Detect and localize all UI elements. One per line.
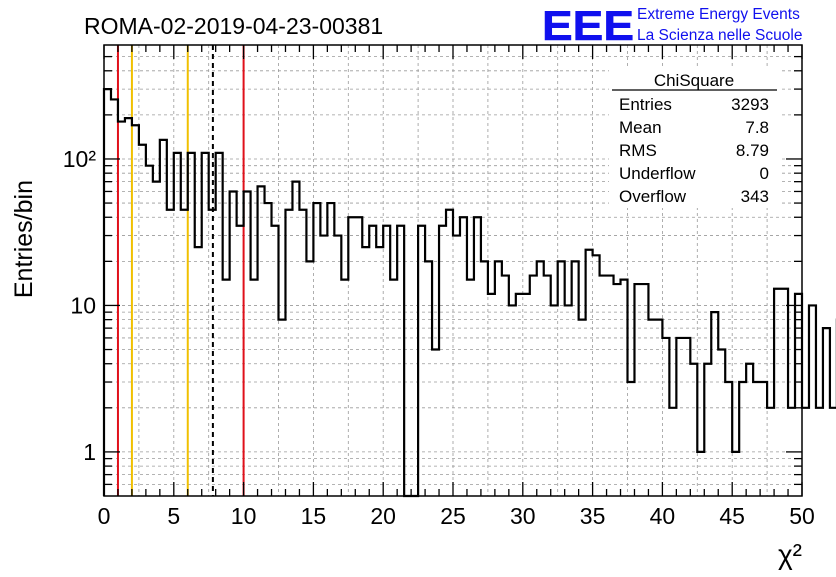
stats-label: Underflow <box>619 164 696 183</box>
stats-box: ChiSquare Entries 3293 Mean 7.8 RMS 8.79 Under… <box>609 68 779 208</box>
y-tick-label: 10² <box>63 146 97 172</box>
y-axis-label: Entries/bin <box>10 180 38 298</box>
x-tick-label: 45 <box>719 503 745 529</box>
eee-logo: EEE Extreme Energy Events La Scienza nel… <box>542 2 803 50</box>
x-tick-label: 35 <box>580 503 606 529</box>
x-tick-label: 25 <box>440 503 466 529</box>
x-tick-label: 50 <box>789 503 815 529</box>
tick-labels: 0 5 10 15 20 25 30 35 40 45 50 1 10 10² <box>63 146 815 529</box>
y-tick-label: 10 <box>70 292 96 318</box>
stats-label: Overflow <box>619 187 687 206</box>
x-tick-label: 40 <box>650 503 676 529</box>
x-tick-label: 0 <box>98 503 111 529</box>
eee-logo-mark: EEE <box>542 2 634 49</box>
x-tick-label: 30 <box>510 503 536 529</box>
x-tick-label: 5 <box>167 503 180 529</box>
stats-label: Entries <box>619 95 672 114</box>
stats-label: Mean <box>619 118 662 137</box>
x-axis-label: χ² <box>778 539 802 570</box>
eee-logo-line1: Extreme Energy Events <box>637 6 800 23</box>
chart-title: ROMA-02-2019-04-23-00381 <box>84 13 383 39</box>
stats-value: 3293 <box>731 95 769 114</box>
stats-value: 343 <box>741 187 769 206</box>
x-tick-label: 10 <box>231 503 257 529</box>
stats-value: 7.8 <box>745 118 769 137</box>
x-tick-label: 20 <box>370 503 396 529</box>
stats-value: 8.79 <box>736 141 769 160</box>
x-tick-label: 15 <box>301 503 327 529</box>
axis-ticks <box>103 45 803 496</box>
stats-box-bg <box>609 68 779 208</box>
stats-value: 0 <box>760 164 769 183</box>
eee-logo-line2: La Scienza nelle Scuole <box>637 27 802 44</box>
stats-title: ChiSquare <box>654 71 734 90</box>
y-tick-label: 1 <box>83 439 96 465</box>
histogram-bars <box>102 87 836 498</box>
stats-label: RMS <box>619 141 657 160</box>
